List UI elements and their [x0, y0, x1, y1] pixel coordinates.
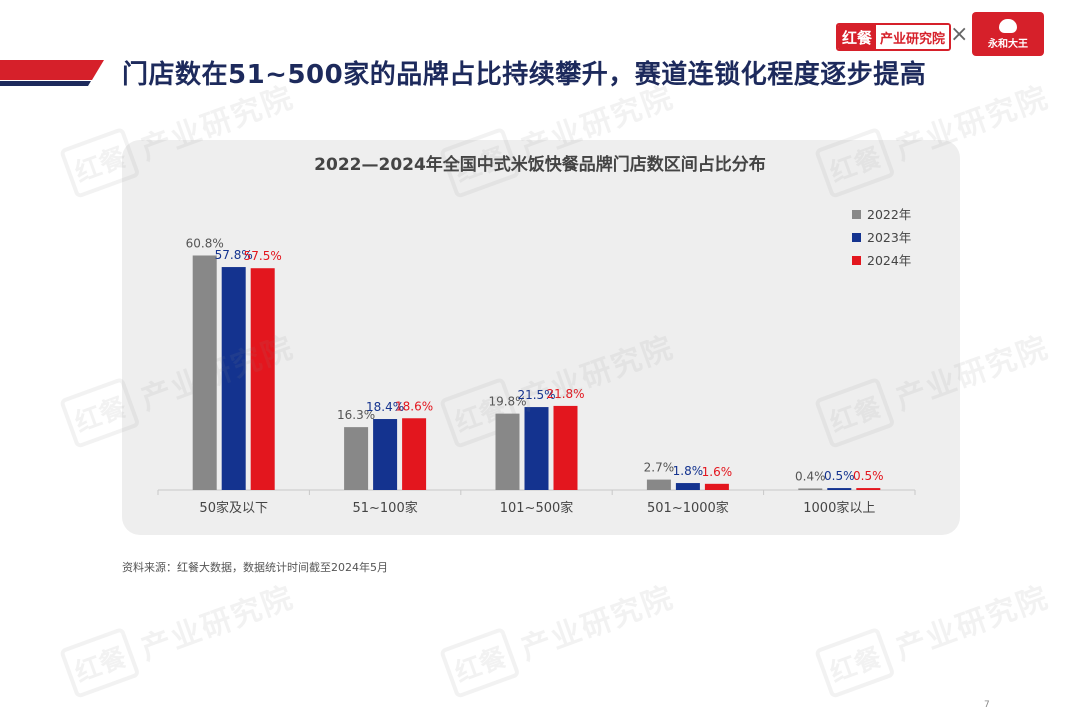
bar [524, 407, 549, 490]
data-label: 57.5% [244, 249, 282, 263]
data-label: 21.8% [546, 387, 584, 401]
data-label: 18.4% [366, 400, 404, 414]
source-note: 资料来源：红餐大数据，数据统计时间截至2024年5月 [122, 561, 388, 574]
data-label: 0.5% [824, 469, 855, 483]
stripe-navy [0, 81, 91, 86]
bar [646, 479, 671, 490]
data-label: 0.4% [795, 469, 826, 483]
bar [192, 255, 217, 490]
legend-label: 2023年 [867, 230, 911, 245]
bar [250, 268, 275, 490]
bar [827, 488, 852, 490]
bar [402, 418, 427, 490]
brand-logo-text: 产业研究院 [876, 25, 950, 49]
x-tick-label: 50家及以下 [199, 500, 268, 516]
bar [675, 483, 700, 490]
data-label: 19.8% [488, 395, 526, 409]
legend-swatch [852, 210, 861, 219]
data-label: 18.6% [395, 399, 433, 413]
data-label: 0.5% [853, 469, 884, 483]
data-label: 1.6% [702, 465, 733, 479]
mascot-icon [999, 18, 1017, 33]
x-tick-label: 51~100家 [352, 500, 417, 516]
bar [798, 488, 823, 490]
x-tick-label: 1000家以上 [803, 500, 875, 516]
bar [221, 267, 246, 490]
chart-title: 2022—2024年全国中式米饭快餐品牌门店数区间占比分布 [314, 155, 766, 175]
legend-swatch [852, 256, 861, 265]
page-title: 门店数在51~500家的品牌占比持续攀升，赛道连锁化程度逐步提高 [122, 60, 927, 90]
legend-label: 2024年 [867, 253, 911, 268]
stripe-red [0, 60, 104, 80]
data-label: 60.8% [186, 236, 224, 250]
legend-swatch [852, 233, 861, 242]
partner-logo-text: 永和大王 [988, 38, 1028, 50]
x-tick-label: 101~500家 [500, 500, 574, 516]
data-label: 57.8% [215, 248, 253, 262]
data-label: 1.8% [673, 464, 704, 478]
data-label: 2.7% [644, 461, 675, 475]
brand-logo: 红餐 产业研究院 [836, 23, 952, 51]
bar [344, 427, 369, 490]
bar [373, 419, 398, 490]
bar [856, 488, 881, 490]
legend-label: 2022年 [867, 207, 911, 222]
times-sign: × [950, 22, 969, 47]
x-tick-label: 501~1000家 [647, 500, 729, 516]
partner-logo: 永和大王 [972, 12, 1044, 56]
page-number: 7 [984, 700, 990, 710]
brand-logo-mark: 红餐 [838, 25, 877, 49]
data-label: 21.5% [517, 388, 555, 402]
bar [704, 483, 729, 490]
bar [495, 413, 520, 490]
bar [553, 405, 578, 490]
data-label: 16.3% [337, 408, 375, 422]
title-accent-stripe [0, 60, 104, 86]
